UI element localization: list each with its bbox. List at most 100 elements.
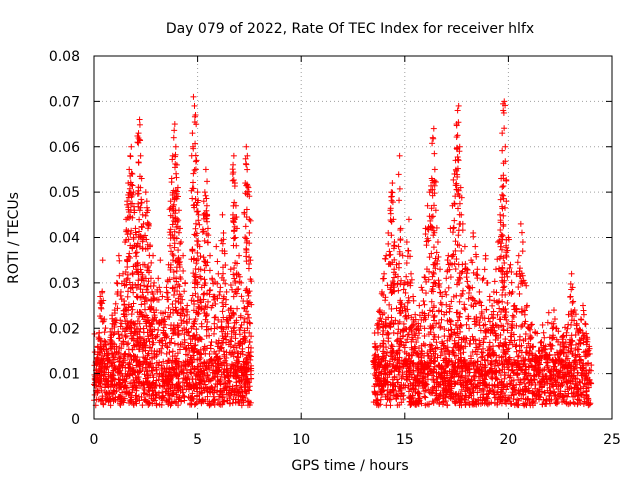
data-point xyxy=(243,162,249,168)
data-point xyxy=(493,266,499,272)
data-point xyxy=(388,211,394,217)
data-point xyxy=(473,271,479,277)
data-point xyxy=(515,259,521,265)
data-point xyxy=(416,303,422,309)
data-point xyxy=(496,344,502,350)
data-point xyxy=(201,198,207,204)
data-point xyxy=(441,333,447,339)
data-point xyxy=(144,198,150,204)
data-point xyxy=(545,320,551,326)
data-point xyxy=(220,271,226,277)
data-point xyxy=(180,268,186,274)
data-point xyxy=(538,340,544,346)
data-point xyxy=(480,277,486,283)
data-point xyxy=(502,336,508,342)
data-point xyxy=(380,276,386,282)
data-point xyxy=(500,223,506,229)
data-point xyxy=(453,266,459,272)
data-point xyxy=(442,289,448,295)
data-point xyxy=(376,308,382,314)
data-point xyxy=(520,248,526,254)
data-point xyxy=(427,218,433,224)
data-point xyxy=(519,230,525,236)
data-point xyxy=(482,266,488,272)
data-point xyxy=(548,346,554,352)
data-point xyxy=(472,378,478,384)
data-point xyxy=(181,288,187,294)
data-point xyxy=(437,325,443,331)
data-point xyxy=(476,289,482,295)
data-point xyxy=(396,171,402,177)
data-point xyxy=(231,177,237,183)
data-point xyxy=(460,227,466,233)
data-point xyxy=(451,218,457,224)
data-point xyxy=(500,279,506,285)
data-point xyxy=(536,348,542,354)
data-point xyxy=(213,244,219,250)
data-point xyxy=(383,256,389,262)
data-point xyxy=(126,251,132,257)
data-point xyxy=(423,290,429,296)
data-point xyxy=(148,260,154,266)
data-point xyxy=(195,238,201,244)
data-point xyxy=(477,299,483,305)
data-point xyxy=(155,327,161,333)
data-point xyxy=(143,189,149,195)
x-tick-label: 0 xyxy=(90,432,99,448)
y-tick-label: 0.04 xyxy=(49,231,80,247)
data-point xyxy=(516,291,522,297)
data-point xyxy=(194,157,200,163)
data-point xyxy=(138,153,144,159)
data-point xyxy=(172,121,178,127)
data-point xyxy=(202,267,208,273)
data-point xyxy=(150,253,156,259)
data-point xyxy=(403,274,409,280)
data-point xyxy=(189,130,195,136)
data-point xyxy=(193,226,199,232)
data-point xyxy=(116,258,122,264)
data-point xyxy=(173,144,179,150)
data-point xyxy=(515,284,521,290)
y-tick-label: 0.01 xyxy=(49,367,80,383)
data-point xyxy=(171,127,177,133)
data-point xyxy=(389,180,395,186)
data-point xyxy=(157,257,163,263)
data-point xyxy=(136,160,142,166)
data-point xyxy=(232,335,238,341)
data-point xyxy=(509,280,515,286)
data-point xyxy=(387,402,393,408)
data-point xyxy=(211,297,217,303)
data-point xyxy=(193,326,199,332)
data-point xyxy=(125,294,131,300)
data-point xyxy=(243,223,249,229)
data-point xyxy=(582,321,588,327)
data-point xyxy=(443,302,449,308)
data-point xyxy=(231,153,237,159)
data-point xyxy=(385,241,391,247)
data-point xyxy=(397,227,403,233)
data-point xyxy=(136,217,142,223)
y-axis-label: ROTI / TECUs xyxy=(6,192,22,284)
data-point xyxy=(450,225,456,231)
data-point xyxy=(207,267,213,273)
x-tick-label: 5 xyxy=(193,432,202,448)
data-point xyxy=(204,327,210,333)
y-tick-label: 0.06 xyxy=(49,140,80,156)
data-point xyxy=(234,306,240,312)
data-point xyxy=(390,199,396,205)
data-point xyxy=(446,285,452,291)
data-point xyxy=(507,262,513,268)
data-point xyxy=(182,280,188,286)
data-point xyxy=(143,213,149,219)
data-point xyxy=(196,222,202,228)
data-point xyxy=(231,265,237,271)
data-point xyxy=(220,308,226,314)
data-point xyxy=(211,321,217,327)
data-point xyxy=(455,107,461,113)
data-point xyxy=(208,345,214,351)
data-point xyxy=(246,230,252,236)
data-point xyxy=(246,293,252,299)
data-point xyxy=(191,301,197,307)
data-point xyxy=(431,126,437,132)
data-point xyxy=(437,266,443,272)
